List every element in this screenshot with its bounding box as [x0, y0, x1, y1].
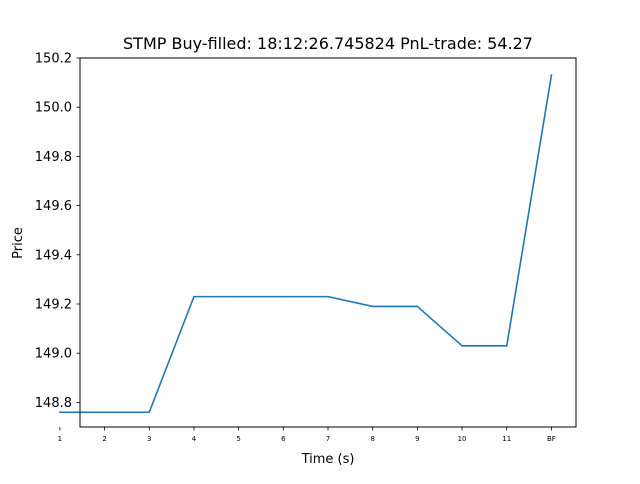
price-data-point	[327, 295, 329, 298]
price-data-point	[148, 411, 151, 414]
y-tick-label: 149.6	[35, 199, 72, 214]
price-data-point	[59, 411, 61, 414]
y-tick-label: 149.0	[35, 347, 72, 362]
price-data-point	[505, 345, 508, 347]
price-series-line	[59, 74, 553, 414]
price-data-point	[282, 295, 285, 298]
y-tick-label: 150.2	[35, 52, 72, 67]
x-tick-label: 6	[281, 435, 286, 443]
price-data-point	[371, 305, 374, 308]
chart-title: STMP Buy-filled: 18:12:26.745824 PnL-tra…	[123, 34, 533, 53]
x-tick-label: 8	[370, 435, 374, 443]
x-tick-label: 3	[147, 435, 151, 443]
y-tick-label: 150.0	[35, 101, 72, 116]
y-tick-label: 149.4	[35, 248, 72, 263]
x-tick-label: 10	[458, 435, 467, 443]
x-tick-label: 4	[192, 435, 197, 443]
y-axis-label: Price	[11, 227, 26, 259]
price-data-point	[461, 345, 463, 347]
price-data-point	[193, 295, 195, 298]
y-tick-label: 149.8	[35, 150, 72, 165]
price-data-point	[237, 295, 240, 298]
y-tick-label: 149.2	[35, 298, 72, 313]
x-tick-label: 7	[326, 435, 330, 443]
series-layer	[59, 74, 553, 414]
ticks-layer: 1 2 3 4 5 6 7 8 9 10 11 BF 148.8 149.0 149.2 149.4 149.6…	[35, 52, 556, 444]
x-tick-label: BF	[547, 435, 556, 443]
x-axis-label: Time (s)	[301, 452, 355, 467]
x-tick-label: 11	[502, 435, 511, 443]
price-data-point	[550, 74, 553, 77]
y-tick-label: 148.8	[35, 396, 72, 411]
x-tick-label: 9	[415, 435, 419, 443]
plot-frame	[79, 57, 577, 428]
x-tick-label: 2	[102, 435, 106, 443]
price-data-point	[416, 305, 419, 308]
x-tick-label: 5	[236, 435, 240, 443]
x-tick-label: 1	[58, 435, 62, 443]
price-data-point	[103, 411, 106, 414]
